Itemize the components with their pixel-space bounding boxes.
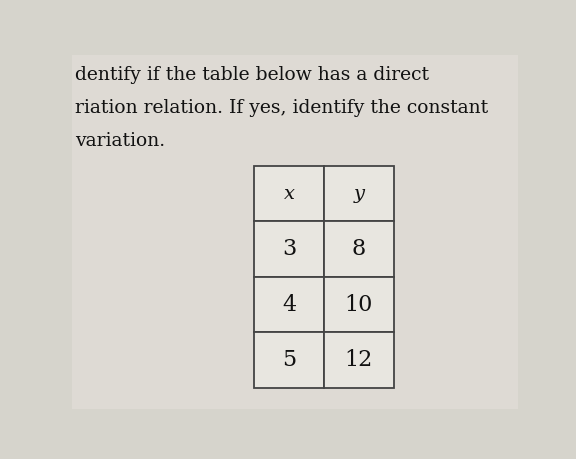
Text: 4: 4	[282, 294, 296, 315]
Bar	[254, 221, 324, 277]
Bar	[254, 277, 324, 332]
Text: dentify if the table below has a direct: dentify if the table below has a direct	[75, 66, 429, 84]
Bar	[324, 332, 393, 388]
Text: 5: 5	[282, 349, 296, 371]
Text: 3: 3	[282, 238, 296, 260]
Text: 12: 12	[344, 349, 373, 371]
Bar	[324, 277, 393, 332]
Text: y: y	[353, 185, 364, 203]
Text: riation relation. If yes, identify the constant: riation relation. If yes, identify the c…	[75, 99, 488, 117]
Text: 10: 10	[344, 294, 373, 315]
Bar	[254, 166, 324, 221]
Bar	[324, 166, 393, 221]
Bar	[324, 221, 393, 277]
Bar	[254, 332, 324, 388]
Text: variation.: variation.	[75, 132, 165, 150]
Text: 8: 8	[351, 238, 366, 260]
Text: x: x	[283, 185, 294, 203]
